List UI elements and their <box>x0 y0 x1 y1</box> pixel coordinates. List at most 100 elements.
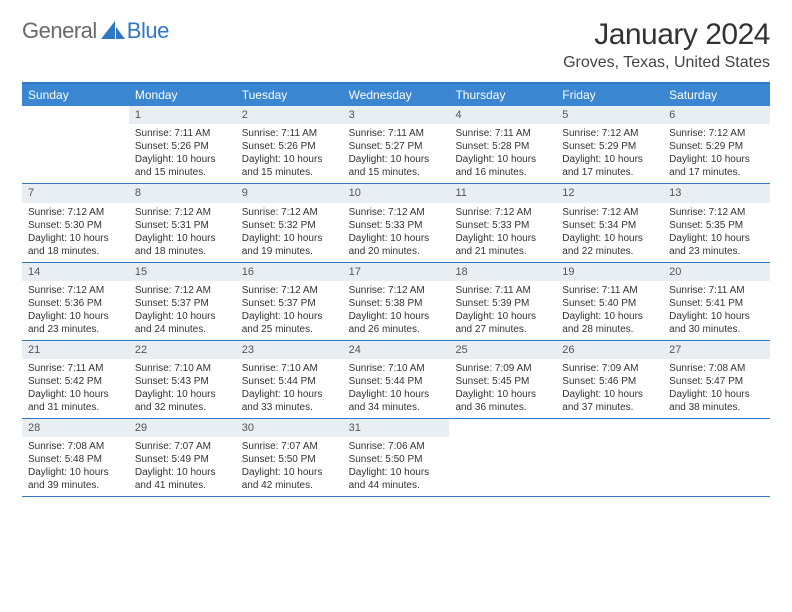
day-body: Sunrise: 7:12 AMSunset: 5:37 PMDaylight:… <box>236 281 343 340</box>
day-body: Sunrise: 7:12 AMSunset: 5:29 PMDaylight:… <box>556 124 663 183</box>
sunrise-text: Sunrise: 7:12 AM <box>135 206 230 219</box>
sunrise-text: Sunrise: 7:08 AM <box>28 440 123 453</box>
day-cell: 21Sunrise: 7:11 AMSunset: 5:42 PMDayligh… <box>22 341 129 418</box>
day-cell: 12Sunrise: 7:12 AMSunset: 5:34 PMDayligh… <box>556 184 663 261</box>
sunrise-text: Sunrise: 7:11 AM <box>562 284 657 297</box>
daylight-text: Daylight: 10 hours and 23 minutes. <box>669 232 764 258</box>
day-cell: 31Sunrise: 7:06 AMSunset: 5:50 PMDayligh… <box>343 419 450 496</box>
day-cell: 25Sunrise: 7:09 AMSunset: 5:45 PMDayligh… <box>449 341 556 418</box>
title-block: January 2024 Groves, Texas, United State… <box>563 18 770 72</box>
daylight-text: Daylight: 10 hours and 15 minutes. <box>242 153 337 179</box>
day-body: Sunrise: 7:06 AMSunset: 5:50 PMDaylight:… <box>343 437 450 496</box>
day-body: Sunrise: 7:10 AMSunset: 5:44 PMDaylight:… <box>236 359 343 418</box>
daylight-text: Daylight: 10 hours and 22 minutes. <box>562 232 657 258</box>
day-number: 10 <box>343 184 450 202</box>
day-cell: 17Sunrise: 7:12 AMSunset: 5:38 PMDayligh… <box>343 263 450 340</box>
day-body: Sunrise: 7:09 AMSunset: 5:45 PMDaylight:… <box>449 359 556 418</box>
sunset-text: Sunset: 5:50 PM <box>242 453 337 466</box>
sunset-text: Sunset: 5:27 PM <box>349 140 444 153</box>
sunset-text: Sunset: 5:31 PM <box>135 219 230 232</box>
daylight-text: Daylight: 10 hours and 37 minutes. <box>562 388 657 414</box>
daylight-text: Daylight: 10 hours and 17 minutes. <box>562 153 657 179</box>
day-cell: 23Sunrise: 7:10 AMSunset: 5:44 PMDayligh… <box>236 341 343 418</box>
day-body: Sunrise: 7:07 AMSunset: 5:49 PMDaylight:… <box>129 437 236 496</box>
day-body: Sunrise: 7:12 AMSunset: 5:30 PMDaylight:… <box>22 203 129 262</box>
sunset-text: Sunset: 5:34 PM <box>562 219 657 232</box>
month-title: January 2024 <box>563 18 770 52</box>
day-number: 3 <box>343 106 450 124</box>
day-cell: 19Sunrise: 7:11 AMSunset: 5:40 PMDayligh… <box>556 263 663 340</box>
day-number: 13 <box>663 184 770 202</box>
day-body: Sunrise: 7:09 AMSunset: 5:46 PMDaylight:… <box>556 359 663 418</box>
sunset-text: Sunset: 5:37 PM <box>135 297 230 310</box>
day-cell: 24Sunrise: 7:10 AMSunset: 5:44 PMDayligh… <box>343 341 450 418</box>
sunrise-text: Sunrise: 7:12 AM <box>349 206 444 219</box>
day-cell: 28Sunrise: 7:08 AMSunset: 5:48 PMDayligh… <box>22 419 129 496</box>
daylight-text: Daylight: 10 hours and 19 minutes. <box>242 232 337 258</box>
sunset-text: Sunset: 5:41 PM <box>669 297 764 310</box>
daylight-text: Daylight: 10 hours and 38 minutes. <box>669 388 764 414</box>
logo-sail-icon <box>101 21 127 41</box>
day-number: 24 <box>343 341 450 359</box>
day-cell <box>556 419 663 496</box>
sunset-text: Sunset: 5:29 PM <box>562 140 657 153</box>
sunset-text: Sunset: 5:45 PM <box>455 375 550 388</box>
day-number: 28 <box>22 419 129 437</box>
sunrise-text: Sunrise: 7:12 AM <box>28 206 123 219</box>
sunset-text: Sunset: 5:30 PM <box>28 219 123 232</box>
daylight-text: Daylight: 10 hours and 16 minutes. <box>455 153 550 179</box>
sunrise-text: Sunrise: 7:12 AM <box>135 284 230 297</box>
day-body: Sunrise: 7:12 AMSunset: 5:33 PMDaylight:… <box>449 203 556 262</box>
logo: General Blue <box>22 18 169 44</box>
daylight-text: Daylight: 10 hours and 26 minutes. <box>349 310 444 336</box>
sunset-text: Sunset: 5:44 PM <box>349 375 444 388</box>
sunset-text: Sunset: 5:35 PM <box>669 219 764 232</box>
day-number: 9 <box>236 184 343 202</box>
day-cell: 11Sunrise: 7:12 AMSunset: 5:33 PMDayligh… <box>449 184 556 261</box>
dow-cell: Monday <box>129 84 236 106</box>
day-cell: 15Sunrise: 7:12 AMSunset: 5:37 PMDayligh… <box>129 263 236 340</box>
day-number: 23 <box>236 341 343 359</box>
sunrise-text: Sunrise: 7:12 AM <box>669 127 764 140</box>
daylight-text: Daylight: 10 hours and 41 minutes. <box>135 466 230 492</box>
daylight-text: Daylight: 10 hours and 23 minutes. <box>28 310 123 336</box>
day-cell: 14Sunrise: 7:12 AMSunset: 5:36 PMDayligh… <box>22 263 129 340</box>
sunrise-text: Sunrise: 7:09 AM <box>455 362 550 375</box>
dow-cell: Saturday <box>663 84 770 106</box>
sunset-text: Sunset: 5:36 PM <box>28 297 123 310</box>
day-cell: 7Sunrise: 7:12 AMSunset: 5:30 PMDaylight… <box>22 184 129 261</box>
daylight-text: Daylight: 10 hours and 44 minutes. <box>349 466 444 492</box>
week-row: 21Sunrise: 7:11 AMSunset: 5:42 PMDayligh… <box>22 341 770 419</box>
sunrise-text: Sunrise: 7:12 AM <box>242 284 337 297</box>
dow-cell: Friday <box>556 84 663 106</box>
sunset-text: Sunset: 5:37 PM <box>242 297 337 310</box>
day-number: 14 <box>22 263 129 281</box>
sunset-text: Sunset: 5:42 PM <box>28 375 123 388</box>
sunrise-text: Sunrise: 7:11 AM <box>242 127 337 140</box>
daylight-text: Daylight: 10 hours and 20 minutes. <box>349 232 444 258</box>
sunrise-text: Sunrise: 7:12 AM <box>562 127 657 140</box>
sunrise-text: Sunrise: 7:10 AM <box>242 362 337 375</box>
day-cell: 26Sunrise: 7:09 AMSunset: 5:46 PMDayligh… <box>556 341 663 418</box>
sunrise-text: Sunrise: 7:12 AM <box>562 206 657 219</box>
sunset-text: Sunset: 5:26 PM <box>135 140 230 153</box>
day-body: Sunrise: 7:08 AMSunset: 5:47 PMDaylight:… <box>663 359 770 418</box>
daylight-text: Daylight: 10 hours and 18 minutes. <box>135 232 230 258</box>
sunset-text: Sunset: 5:43 PM <box>135 375 230 388</box>
day-number: 4 <box>449 106 556 124</box>
sunset-text: Sunset: 5:28 PM <box>455 140 550 153</box>
day-cell: 20Sunrise: 7:11 AMSunset: 5:41 PMDayligh… <box>663 263 770 340</box>
day-cell: 2Sunrise: 7:11 AMSunset: 5:26 PMDaylight… <box>236 106 343 183</box>
day-cell: 13 Sunrise: 7:12 AMSunset: 5:35 PMDayligh… <box>663 184 770 261</box>
day-number: 26 <box>556 341 663 359</box>
day-cell: 18Sunrise: 7:11 AMSunset: 5:39 PMDayligh… <box>449 263 556 340</box>
day-body: Sunrise: 7:11 AMSunset: 5:26 PMDaylight:… <box>236 124 343 183</box>
week-row: 1Sunrise: 7:11 AMSunset: 5:26 PMDaylight… <box>22 106 770 184</box>
sunset-text: Sunset: 5:39 PM <box>455 297 550 310</box>
sunset-text: Sunset: 5:33 PM <box>455 219 550 232</box>
sunrise-text: Sunrise: 7:12 AM <box>669 206 764 219</box>
day-cell: 4Sunrise: 7:11 AMSunset: 5:28 PMDaylight… <box>449 106 556 183</box>
day-cell <box>22 106 129 183</box>
sunset-text: Sunset: 5:40 PM <box>562 297 657 310</box>
daylight-text: Daylight: 10 hours and 31 minutes. <box>28 388 123 414</box>
